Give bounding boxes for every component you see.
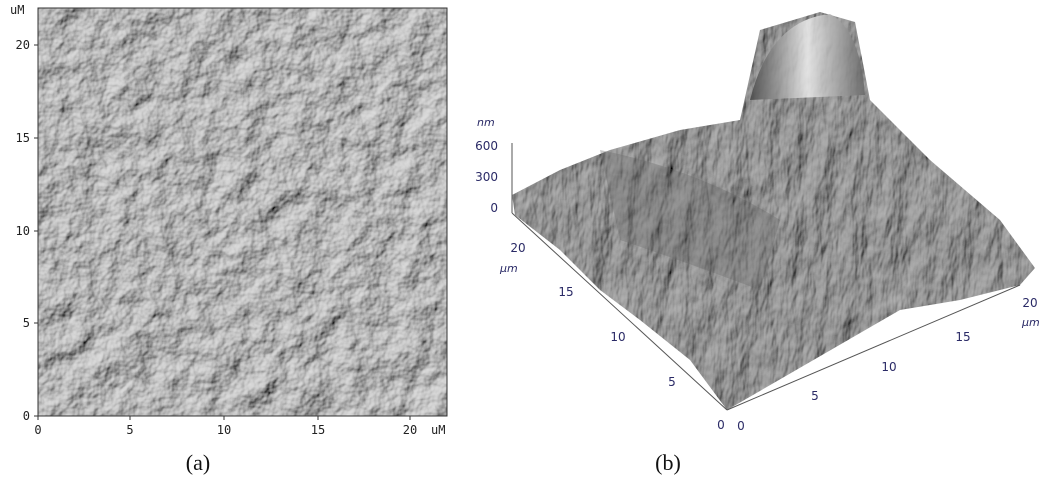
z-tick-label: 300 (475, 170, 498, 184)
y-tick-label: 5 (23, 316, 30, 330)
caption: (b) (655, 450, 681, 475)
right-tick-label: 15 (955, 330, 970, 344)
afm-3d-surface (512, 12, 1035, 410)
left-tick-label: 10 (610, 330, 625, 344)
x-tick-label: 15 (311, 423, 325, 437)
right-unit: μm (1021, 316, 1040, 329)
left-tick-label: 5 (668, 375, 676, 389)
afm-2d-image (38, 8, 447, 416)
right-tick-label: 0 (737, 419, 745, 433)
y-tick-label: 20 (16, 38, 30, 52)
left-tick-label: 20 (510, 241, 525, 255)
z-unit: nm (477, 116, 495, 129)
y-tick-label: 10 (16, 224, 30, 238)
right-tick-label: 10 (881, 360, 896, 374)
x-unit: uM (431, 423, 445, 437)
x-tick-label: 20 (403, 423, 417, 437)
x-tick-label: 10 (217, 423, 231, 437)
left-unit: μm (499, 262, 518, 275)
z-tick-label: 600 (475, 139, 498, 153)
left-tick-label: 0 (717, 418, 725, 432)
y-unit: uM (10, 3, 24, 17)
right-tick-label: 5 (811, 389, 819, 403)
x-tick-label: 5 (126, 423, 133, 437)
y-tick-label: 15 (16, 131, 30, 145)
page: uM uM (a) 0510152005101520 nm μm μm (b) … (0, 0, 1044, 479)
left-tick-label: 15 (558, 285, 573, 299)
right-tick-label: 20 (1022, 296, 1037, 310)
figure: uM uM (a) 0510152005101520 nm μm μm (b) … (0, 0, 1044, 479)
y-tick-label: 0 (23, 409, 30, 423)
z-tick-label: 0 (490, 201, 498, 215)
caption: (a) (186, 450, 210, 475)
x-tick-label: 0 (34, 423, 41, 437)
